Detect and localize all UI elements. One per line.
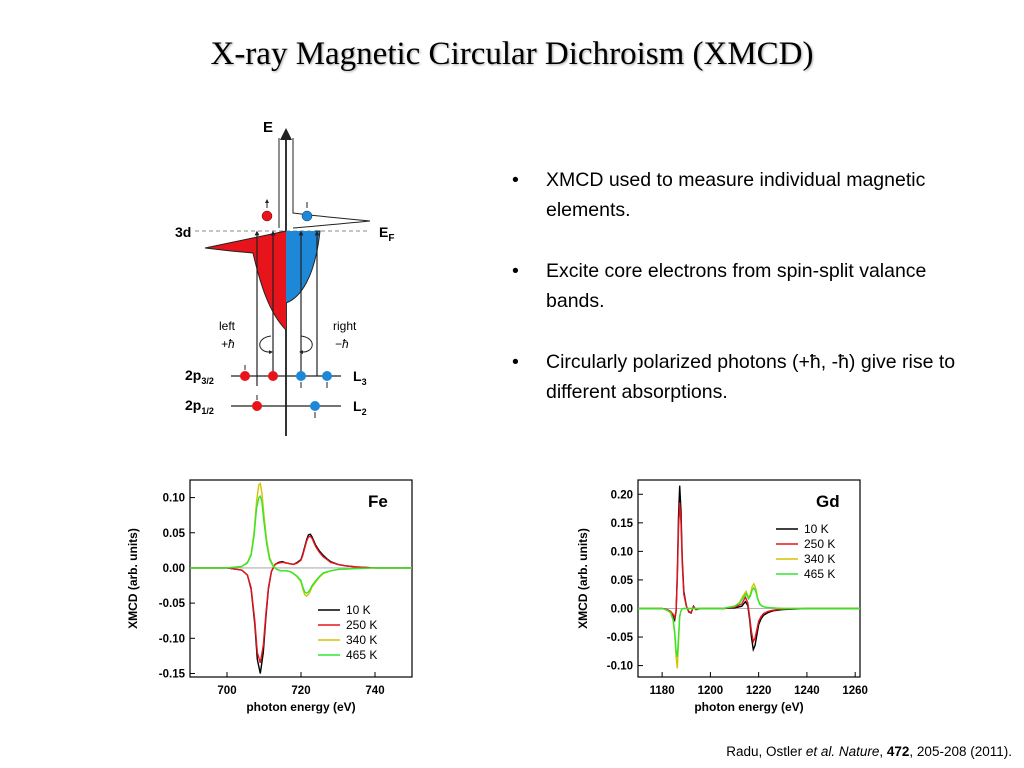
level-2p32-sub: 3/2: [201, 376, 214, 386]
y-axis-label: XMCD (arb. units): [126, 528, 140, 629]
slide-title: X-ray Magnetic Circular Dichroism (XMCD): [210, 36, 814, 72]
level-2p12-label: 2p1/2: [185, 397, 214, 416]
left-rotation-arrow: [259, 335, 273, 355]
fermi-label-main: E: [379, 224, 388, 240]
legend-label: 10 K: [346, 603, 371, 617]
y-tick-label: -0.10: [607, 661, 633, 673]
x-tick-label: 720: [291, 685, 310, 697]
edge-l3-main: L: [353, 368, 362, 384]
y-tick-label: 0.00: [611, 603, 633, 615]
bullet-dot: •: [512, 351, 519, 373]
citation-journal: Nature: [835, 744, 880, 759]
level-2p12-main: 2p: [185, 397, 201, 413]
bullet-text: XMCD used to measure individual magnetic…: [546, 169, 926, 221]
bullet-text: Excite core electrons from spin-split va…: [546, 260, 927, 312]
left-polarization-label: left: [219, 319, 236, 333]
core-electron-up: [252, 401, 262, 411]
energy-axis-label: E: [263, 119, 273, 136]
right-helicity-label: −ħ: [335, 337, 349, 351]
x-axis-label: photon energy (eV): [694, 700, 803, 714]
y-tick-label: 0.00: [163, 563, 185, 575]
core-electron-down: [310, 401, 320, 411]
series-line-465-k: [638, 586, 860, 658]
legend-label: 340 K: [804, 552, 835, 566]
left-helicity-label: +ħ: [221, 337, 235, 351]
citation-authors: Radu, Ostler: [726, 744, 806, 759]
level-2p32-main: 2p: [185, 367, 201, 383]
right-rotation-arrow: [299, 335, 313, 355]
citation-sep: ,: [879, 744, 887, 759]
spin-down-band-outline: [285, 230, 321, 304]
y-tick-label: 0.05: [611, 575, 634, 587]
legend-label: 250 K: [804, 537, 835, 551]
citation-pages: , 205-208 (2011).: [909, 744, 1012, 759]
y-tick-label: 0.20: [611, 489, 633, 501]
series-line-250-k: [190, 535, 412, 664]
xmcd-energy-diagram: E 3d EF left +ħ right −ħ 2p3/2 L3 2p1/2 …: [175, 119, 394, 436]
chart-title: Fe: [368, 492, 388, 511]
x-tick-label: 1260: [842, 685, 868, 697]
x-tick-label: 1200: [698, 685, 724, 697]
fermi-label: EF: [379, 224, 394, 244]
y-tick-label: -0.05: [607, 632, 634, 644]
x-tick-label: 740: [365, 685, 384, 697]
y-tick-label: -0.15: [159, 668, 186, 680]
core-electron-down: [322, 371, 332, 381]
x-tick-label: 1180: [650, 685, 675, 697]
series-line-465-k: [190, 494, 412, 595]
plot-frame: [637, 479, 861, 678]
spin-up-band: [205, 231, 286, 330]
bullet-list: • XMCD used to measure individual magneti…: [512, 165, 982, 438]
level-3d-label: 3d: [175, 224, 191, 240]
bullet-item: • Excite core electrons from spin-split v…: [512, 256, 982, 316]
right-polarization-label: right: [333, 319, 357, 333]
x-tick-label: 1240: [794, 685, 820, 697]
y-axis-label: XMCD (arb. units): [576, 528, 590, 629]
bullet-item: • XMCD used to measure individual magneti…: [512, 165, 982, 225]
legend-label: 10 K: [804, 522, 829, 536]
legend-label: 340 K: [346, 633, 377, 647]
series-line-10-k: [190, 533, 412, 674]
bullet-dot: •: [512, 260, 519, 282]
spin-down-band: [286, 231, 320, 303]
x-tick-label: 1220: [746, 685, 772, 697]
electron-down-3d: [301, 210, 313, 222]
core-electron-up: [240, 371, 250, 381]
citation: Radu, Ostler et al. Nature, 472, 205-208…: [726, 744, 1012, 759]
gd-xmcd-chart: 0.20 0.15 0.10 0.05 0.00 -0.05 -0.10 1180 1200 12…: [576, 479, 868, 714]
series-line-340-k: [638, 582, 860, 669]
edge-l2-sub: 2: [362, 407, 367, 417]
bullet-text: Circularly polarized photons (+ħ, -ħ) gi…: [546, 351, 956, 403]
fe-xmcd-chart: 0.10 0.05 0.00 -0.05 -0.10 -0.15 700 720 740 phot…: [126, 479, 413, 714]
edge-l3-sub: 3: [362, 377, 367, 387]
spin-up-band-outline: [204, 230, 287, 331]
y-tick-label: 0.10: [611, 546, 633, 558]
y-tick-label: 0.10: [163, 493, 185, 505]
y-tick-label: 0.05: [163, 528, 186, 540]
legend-label: 465 K: [804, 567, 835, 581]
core-electron-down: [296, 371, 306, 381]
level-2p12-sub: 1/2: [201, 406, 214, 416]
edge-l2-main: L: [353, 398, 362, 414]
bullet-dot: •: [512, 169, 519, 191]
electron-up-3d: [261, 210, 273, 222]
legend-label: 465 K: [346, 648, 377, 662]
y-tick-label: -0.10: [159, 633, 185, 645]
x-axis-label: photon energy (eV): [246, 700, 355, 714]
core-electron-up: [268, 371, 278, 381]
legend-label: 250 K: [346, 618, 377, 632]
x-tick-label: 700: [217, 685, 236, 697]
bullet-item: • Circularly polarized photons (+ħ, -ħ) g…: [512, 347, 982, 407]
level-2p32-label: 2p3/2: [185, 367, 214, 386]
y-tick-label: -0.05: [159, 598, 186, 610]
fermi-label-sub: F: [388, 233, 394, 244]
citation-volume: 472: [886, 744, 910, 759]
edge-l2-label: L2: [353, 398, 367, 417]
chart-title: Gd: [816, 492, 840, 511]
citation-etal: et al.: [805, 744, 836, 759]
edge-l3-label: L3: [353, 368, 367, 387]
y-tick-label: 0.15: [611, 518, 634, 530]
